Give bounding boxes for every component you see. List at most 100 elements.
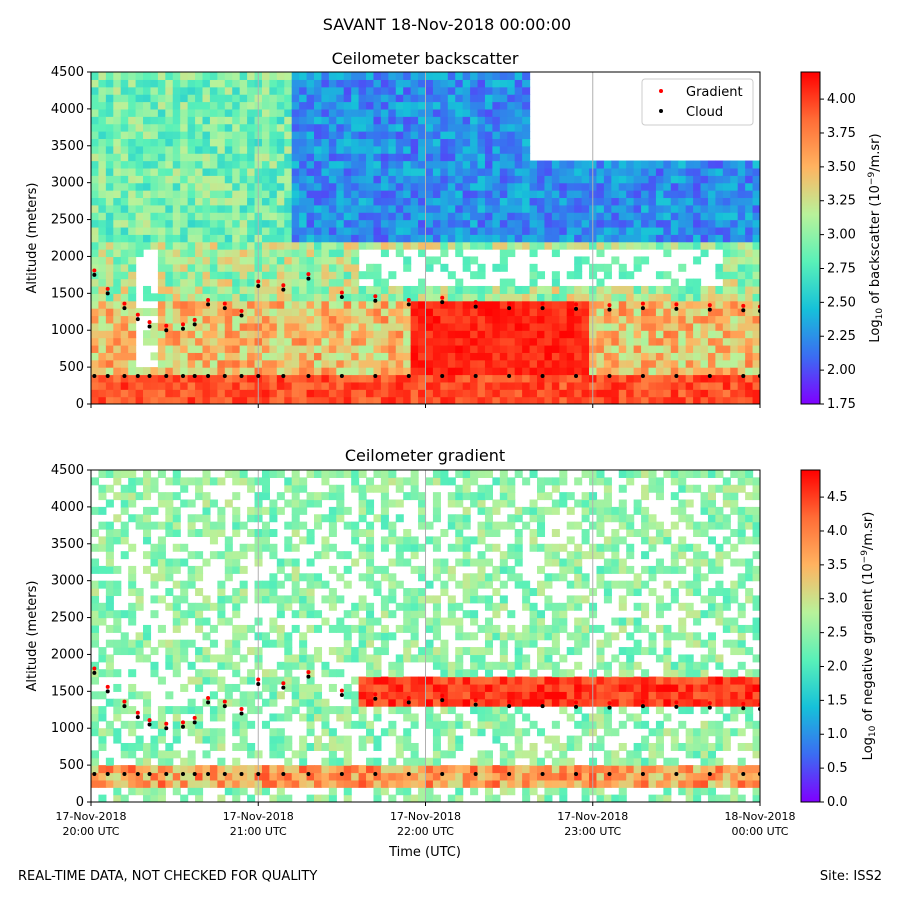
heatmap-cell xyxy=(418,779,427,788)
heatmap-cell xyxy=(351,359,360,368)
heatmap-cell xyxy=(574,374,583,383)
heatmap-cell xyxy=(195,389,204,398)
heatmap-cell xyxy=(91,337,100,346)
heatmap-cell xyxy=(157,315,166,324)
heatmap-cell xyxy=(752,285,760,294)
heatmap-cell xyxy=(128,750,137,759)
heatmap-cell xyxy=(284,300,293,309)
heatmap-cell xyxy=(581,381,590,390)
heatmap-cell xyxy=(596,219,605,228)
heatmap-cell xyxy=(499,116,508,125)
heatmap-cell xyxy=(641,308,650,317)
heatmap-cell xyxy=(157,101,166,110)
legend-gradient-marker xyxy=(659,89,663,93)
heatmap-cell xyxy=(105,529,114,537)
heatmap-cell xyxy=(128,772,137,781)
heatmap-cell xyxy=(484,190,493,199)
heatmap-cell xyxy=(403,190,412,199)
heatmap-cell xyxy=(499,396,508,404)
heatmap-cell xyxy=(306,669,315,678)
heatmap-cell xyxy=(447,794,456,802)
heatmap-cell xyxy=(91,94,100,103)
heatmap-cell xyxy=(618,322,627,331)
heatmap-cell xyxy=(641,381,650,390)
heatmap-cell xyxy=(105,234,114,243)
heatmap-cell xyxy=(343,241,352,250)
heatmap-cell xyxy=(209,138,218,147)
heatmap-cell xyxy=(380,477,389,486)
heatmap-cell xyxy=(172,735,181,744)
heatmap-cell xyxy=(157,492,166,501)
heatmap-cell xyxy=(492,330,501,339)
heatmap-cell xyxy=(232,565,241,574)
heatmap-cell xyxy=(366,374,375,383)
heatmap-cell xyxy=(128,514,137,523)
heatmap-cell xyxy=(522,131,531,139)
heatmap-cell xyxy=(306,529,315,537)
heatmap-cell xyxy=(209,529,218,537)
heatmap-cell xyxy=(492,293,501,302)
heatmap-cell xyxy=(603,197,612,206)
heatmap-cell xyxy=(299,197,308,206)
heatmap-cell xyxy=(447,359,456,368)
heatmap-cell xyxy=(232,167,241,176)
heatmap-cell xyxy=(373,683,382,692)
heatmap-cell xyxy=(559,160,568,169)
heatmap-cell xyxy=(98,691,107,700)
heatmap-cell xyxy=(462,389,471,398)
heatmap-cell xyxy=(291,153,300,162)
heatmap-cell xyxy=(447,779,456,788)
heatmap-cell xyxy=(722,219,731,228)
heatmap-cell xyxy=(566,367,575,376)
heatmap-cell xyxy=(224,175,233,184)
heatmap-cell xyxy=(187,573,196,582)
heatmap-cell xyxy=(707,315,716,324)
heatmap-cell xyxy=(373,742,382,751)
heatmap-cell xyxy=(351,249,360,258)
heatmap-cell xyxy=(537,234,546,243)
heatmap-cell xyxy=(410,359,419,368)
heatmap-cell xyxy=(195,256,204,265)
heatmap-cell xyxy=(410,389,419,398)
heatmap-cell xyxy=(91,182,100,191)
heatmap-cell xyxy=(180,558,189,567)
heatmap-cell xyxy=(388,101,397,110)
heatmap-cell xyxy=(336,278,345,287)
heatmap-cell xyxy=(180,308,189,317)
heatmap-cell xyxy=(603,308,612,317)
heatmap-cell xyxy=(269,190,278,199)
heatmap-cell xyxy=(403,359,412,368)
heatmap-cell xyxy=(91,226,100,235)
heatmap-cell xyxy=(737,389,746,398)
heatmap-cell xyxy=(143,167,152,176)
heatmap-cell xyxy=(321,492,330,501)
heatmap-cell xyxy=(507,219,516,228)
heatmap-cell xyxy=(328,175,337,184)
heatmap-cell xyxy=(366,160,375,169)
heatmap-cell xyxy=(284,131,293,139)
heatmap-cell xyxy=(187,212,196,221)
heatmap-cell xyxy=(143,182,152,191)
heatmap-cell xyxy=(670,182,679,191)
heatmap-cell xyxy=(217,308,226,317)
heatmap-cell xyxy=(120,116,129,125)
heatmap-cell xyxy=(410,153,419,162)
heatmap-cell xyxy=(737,249,746,258)
heatmap-cell xyxy=(351,94,360,103)
heatmap-cell xyxy=(195,779,204,788)
heatmap-cell xyxy=(462,506,471,515)
heatmap-cell xyxy=(321,543,330,552)
heatmap-cell xyxy=(366,565,375,574)
heatmap-cell xyxy=(685,219,694,228)
heatmap-cell xyxy=(284,94,293,103)
heatmap-cell xyxy=(180,175,189,184)
heatmap-cell xyxy=(626,374,635,383)
heatmap-cell xyxy=(284,145,293,154)
heatmap-cell xyxy=(128,145,137,154)
heatmap-cell xyxy=(737,263,746,272)
heatmap-cell xyxy=(537,389,546,398)
heatmap-cell xyxy=(91,750,100,759)
heatmap-cell xyxy=(373,794,382,802)
heatmap-cell xyxy=(157,595,166,604)
